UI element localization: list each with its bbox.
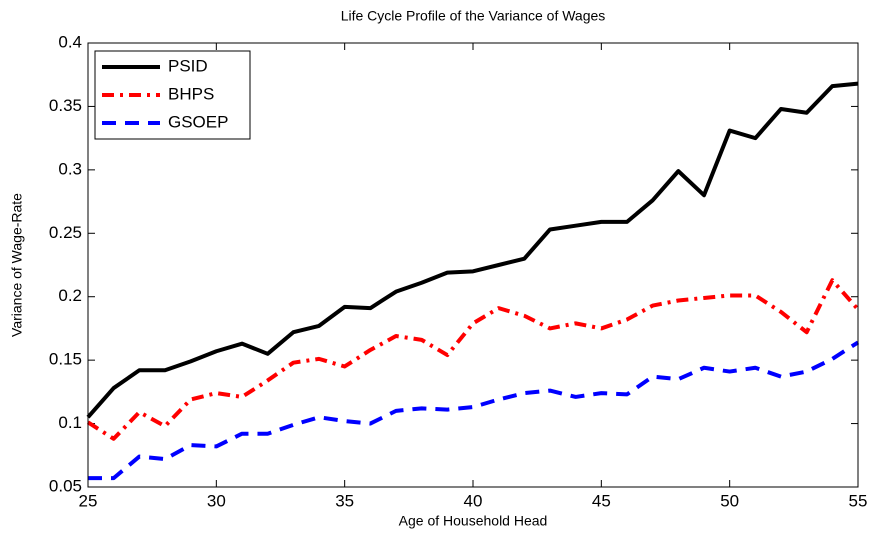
x-tick-label: 25 (79, 491, 98, 510)
y-tick-label: 0.2 (58, 286, 82, 305)
x-tick-label: 50 (720, 491, 739, 510)
chart-title: Life Cycle Profile of the Variance of Wa… (341, 8, 606, 24)
series-line (86, 81, 859, 419)
x-tick-label: 35 (335, 491, 354, 510)
x-tick-label: 45 (592, 491, 611, 510)
y-tick-label: 0.05 (49, 476, 82, 495)
y-tick-label: 0.4 (58, 32, 82, 51)
x-tick-label: 30 (207, 491, 226, 510)
y-tick-label: 0.25 (49, 223, 82, 242)
x-axis-label: Age of Household Head (399, 513, 548, 529)
y-axis-label: Variance of Wage-Rate (9, 193, 25, 337)
y-tick-label: 0.15 (49, 350, 82, 369)
y-tick-label: 0.3 (58, 159, 82, 178)
axes-box (87, 42, 859, 488)
y-tick-label: 0.1 (58, 413, 82, 432)
y-tick-label: 0.35 (49, 96, 82, 115)
x-tick-label: 40 (464, 491, 483, 510)
legend-label: PSID (168, 56, 208, 75)
series-line (88, 340, 860, 481)
legend-label: BHPS (168, 84, 214, 103)
x-tick-label: 55 (849, 491, 868, 510)
legend-label: GSOEP (168, 112, 228, 131)
